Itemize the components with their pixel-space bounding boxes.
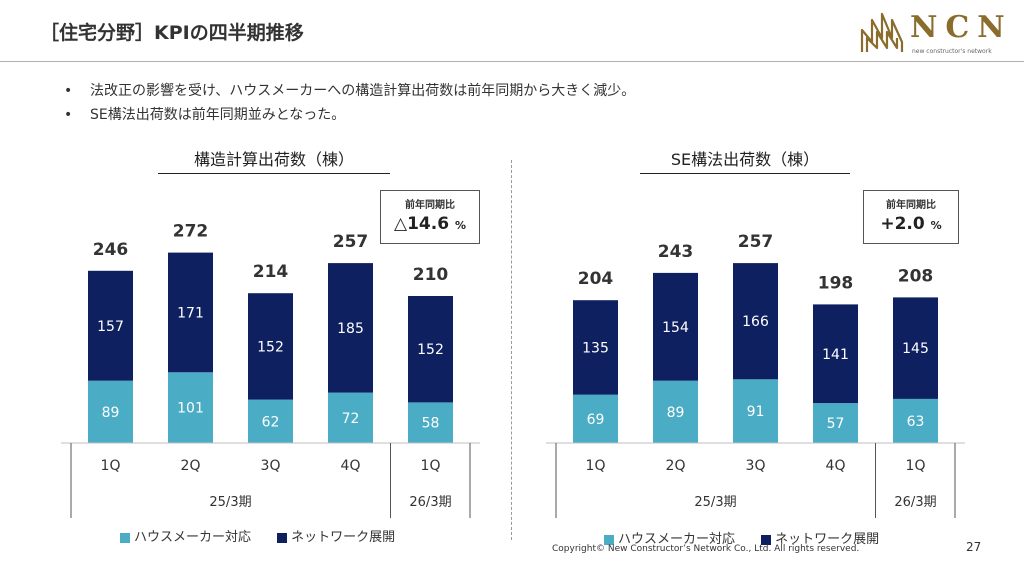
total-label: 210: [413, 265, 449, 285]
category-label: 2Q: [666, 458, 686, 474]
legend-swatch-network: [761, 534, 772, 545]
bar-segment: [408, 296, 453, 403]
bar-segment: [88, 270, 133, 381]
data-label: 154: [662, 320, 689, 336]
total-label: 272: [173, 222, 209, 242]
category-label: 1Q: [586, 458, 606, 474]
chart-se-method: 69 135 204 1Q 89 154 243 2Q 91 166 257 3Q 57 141 198 4Q…: [546, 232, 965, 518]
category-label: 1Q: [906, 458, 926, 474]
data-label: 101: [177, 401, 204, 417]
chart-title-rule: [158, 173, 390, 174]
yoy-label: 前年同期比: [405, 200, 455, 211]
data-label: 89: [667, 405, 685, 421]
data-label: 135: [582, 340, 609, 356]
legend-label: ハウスメーカー対応: [618, 532, 736, 547]
bullet-text: SE構法出荷数は前年同期並みとなった。: [90, 107, 346, 123]
total-label: 208: [898, 266, 934, 286]
data-label: 166: [742, 314, 769, 330]
data-label: 91: [747, 404, 765, 420]
total-label: 257: [738, 232, 774, 252]
total-label: 257: [333, 232, 369, 252]
bar-segment: [733, 263, 778, 380]
total-label: 246: [93, 240, 129, 260]
bar-segment: [88, 380, 133, 443]
total-label: 198: [818, 273, 854, 293]
data-label: 171: [177, 305, 204, 321]
data-label: 152: [257, 339, 284, 355]
category-label: 3Q: [746, 458, 766, 474]
data-label: 63: [907, 414, 925, 430]
data-label: 62: [262, 414, 280, 430]
category-label: 1Q: [101, 458, 121, 474]
bar-segment: [248, 399, 293, 443]
title-divider: [0, 61, 1024, 62]
data-label: 72: [342, 411, 360, 427]
group-label: 26/3期: [409, 495, 451, 510]
bar-segment: [653, 272, 698, 381]
data-label: 157: [97, 319, 124, 335]
legend: ハウスメーカー対応 ネットワーク展開: [120, 526, 395, 545]
bar-segment: [893, 297, 938, 399]
bar-segment: [248, 293, 293, 400]
data-label: 58: [422, 416, 440, 432]
logo-text: NCN: [910, 10, 1013, 45]
chart-divider: [511, 160, 512, 540]
yoy-box: 前年同期比 △14.6 %: [380, 190, 480, 244]
category-label: 3Q: [261, 458, 281, 474]
group-label: 25/3期: [209, 495, 251, 510]
bar-segment: [168, 252, 213, 373]
legend-swatch-house-maker: [604, 534, 614, 545]
company-logo: NCN new constructor's network: [858, 8, 1005, 58]
page-title: ［住宅分野］KPIの四半期推移: [40, 22, 304, 44]
page-number: 27: [966, 540, 982, 554]
bullet-item: • 法改正の影響を受け、ハウスメーカーへの構造計算出荷数は前年同期から大きく減少。: [64, 83, 636, 99]
data-label: 145: [902, 341, 929, 357]
bar-segment: [408, 402, 453, 443]
logo-mark-icon: [860, 12, 904, 52]
legend-label: ネットワーク展開: [775, 532, 880, 547]
bar-segment: [573, 300, 618, 395]
data-label: 152: [417, 342, 444, 358]
data-label: 89: [102, 405, 120, 421]
yoy-box: 前年同期比 +2.0 %: [863, 190, 959, 244]
chart-title-rule: [640, 173, 850, 174]
legend-label: ハウスメーカー対応: [134, 530, 252, 545]
category-label: 4Q: [341, 458, 361, 474]
bar-segment: [813, 304, 858, 404]
data-label: 69: [587, 412, 605, 428]
chart-structural-calc: 89 157 246 1Q 101 171 272 2Q 62 152 214 3Q 72 185 257 4…: [61, 222, 480, 518]
legend-swatch-network: [277, 532, 288, 543]
bar-segment: [573, 394, 618, 443]
data-label: 185: [337, 321, 364, 337]
copyright-text: Copyright© New Constructor’s Network Co.…: [552, 544, 860, 554]
category-label: 4Q: [826, 458, 846, 474]
legend-swatch-house-maker: [120, 532, 130, 543]
yoy-value: +2.0 %: [880, 214, 942, 234]
bullet-text: 法改正の影響を受け、ハウスメーカーへの構造計算出荷数は前年同期から大きく減少。: [90, 83, 636, 99]
legend-label: ネットワーク展開: [291, 530, 396, 545]
group-label: 25/3期: [694, 495, 736, 510]
group-label: 26/3期: [894, 495, 936, 510]
yoy-label: 前年同期比: [886, 200, 936, 211]
data-label: 57: [827, 416, 845, 432]
bar-segment: [893, 398, 938, 443]
bar-segment: [653, 380, 698, 443]
total-label: 204: [578, 269, 614, 289]
logo-tagline: new constructor's network: [912, 48, 992, 55]
bullet-item: • SE構法出荷数は前年同期並みとなった。: [64, 107, 346, 123]
bar-segment: [168, 372, 213, 443]
chart-title: SE構法出荷数（棟）: [670, 150, 820, 169]
data-label: 141: [822, 347, 849, 363]
bar-segment: [328, 392, 373, 443]
bar-segment: [328, 263, 373, 393]
bar-segment: [813, 403, 858, 443]
category-label: 2Q: [181, 458, 201, 474]
category-label: 1Q: [421, 458, 441, 474]
total-label: 243: [658, 242, 694, 262]
chart-title: 構造計算出荷数（棟）: [193, 150, 354, 169]
yoy-value: △14.6 %: [394, 214, 466, 234]
total-label: 214: [253, 262, 289, 282]
bar-segment: [733, 379, 778, 443]
legend: ハウスメーカー対応 ネットワーク展開: [604, 528, 879, 547]
